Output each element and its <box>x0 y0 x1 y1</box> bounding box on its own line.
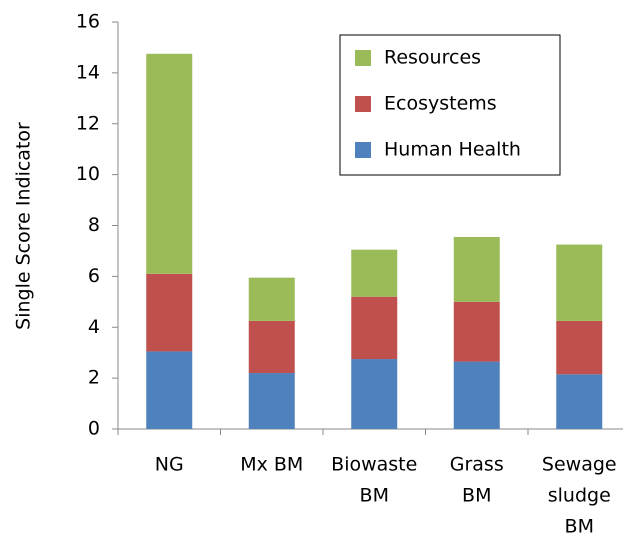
y-axis-label: Single Score Indicator <box>13 122 35 330</box>
bar-segment <box>556 374 603 429</box>
bar-segment <box>351 296 398 360</box>
y-tick-label: 6 <box>88 265 100 287</box>
bar-segment <box>556 244 603 321</box>
x-tick-label: Mx BM <box>240 454 303 476</box>
bar-segment <box>453 236 500 302</box>
legend-box <box>339 34 561 176</box>
y-tick-label: 8 <box>88 214 100 236</box>
legend-swatch <box>355 50 371 66</box>
x-tick-label: BM <box>462 485 491 507</box>
legend-swatch <box>355 142 371 158</box>
bar-segment <box>248 277 295 321</box>
x-tick-label: Sewage <box>542 454 617 476</box>
bar-segment <box>248 320 295 374</box>
y-tick-label: 12 <box>76 112 100 134</box>
bar-segment <box>351 359 398 429</box>
bar-segment <box>453 361 500 429</box>
x-tick-label: BM <box>360 485 389 507</box>
x-tick-label: sludge <box>548 485 611 507</box>
y-tick-label: 0 <box>88 418 100 440</box>
bar-segment <box>248 373 295 429</box>
legend-swatch <box>355 96 371 112</box>
y-tick-label: 4 <box>88 316 100 338</box>
bar-segment <box>146 273 193 352</box>
y-tick-label: 10 <box>76 163 100 185</box>
x-tick-label: Biowaste <box>331 454 417 476</box>
bar-segment <box>351 249 398 297</box>
y-tick-label: 14 <box>76 61 100 83</box>
bar-segment <box>146 351 193 429</box>
legend-label: Human Health <box>384 139 521 161</box>
bar-segment <box>453 301 500 362</box>
x-tick-label: Grass <box>450 454 504 476</box>
legend-label: Resources <box>384 47 481 69</box>
x-tick-label: BM <box>565 516 594 538</box>
y-tick-label: 16 <box>76 11 100 33</box>
legend-label: Ecosystems <box>384 93 497 115</box>
bar-segment <box>556 320 603 375</box>
y-tick-label: 2 <box>88 367 100 389</box>
bar-segment <box>146 53 193 274</box>
x-tick-label: NG <box>155 454 184 476</box>
